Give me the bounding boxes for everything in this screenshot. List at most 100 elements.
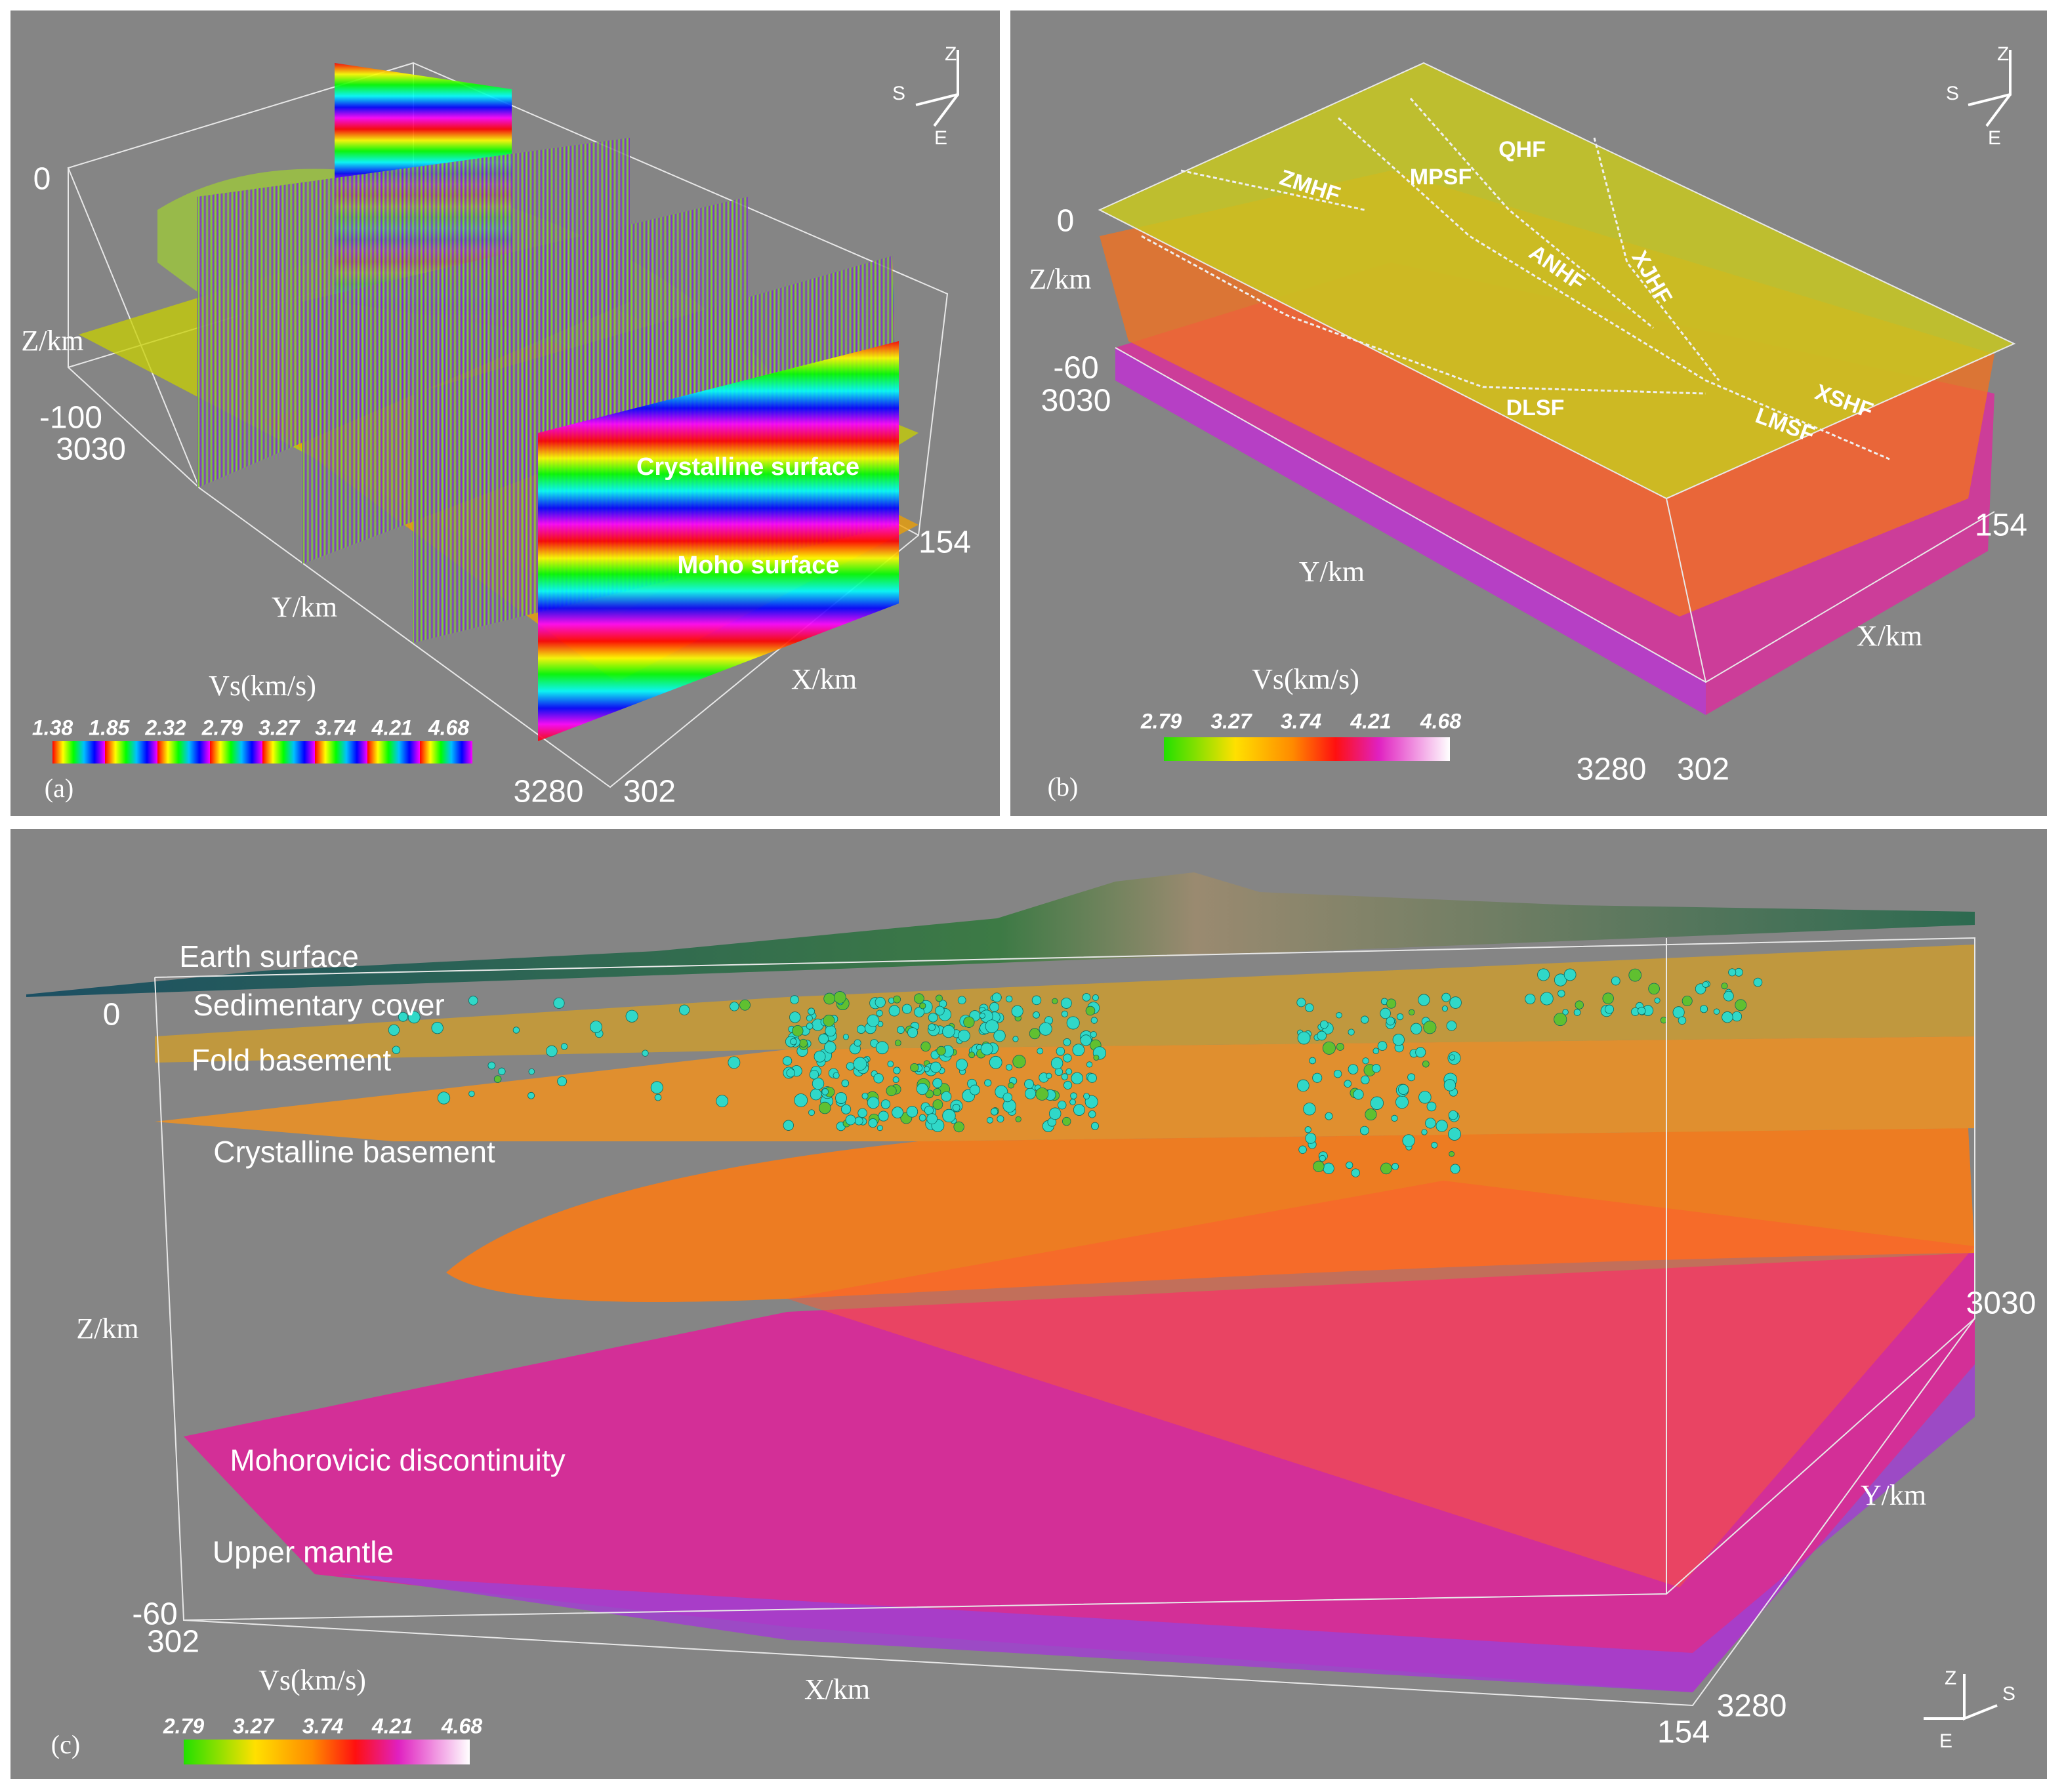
earthquake xyxy=(1082,993,1091,1002)
earthquake xyxy=(1359,1126,1369,1135)
y-tick: 3030 xyxy=(1966,1286,2036,1321)
earthquake xyxy=(942,1109,956,1123)
earthquake xyxy=(560,1043,568,1050)
earthquake xyxy=(1072,1044,1085,1057)
colorbar-tick-label: 2.79 xyxy=(1140,709,1182,733)
earthquake xyxy=(1035,1087,1049,1101)
earthquake xyxy=(782,1056,793,1066)
earthquake xyxy=(1554,1013,1567,1027)
fault-label: QHF xyxy=(1498,137,1546,162)
earthquake xyxy=(1735,999,1747,1011)
earthquake xyxy=(1391,1114,1398,1122)
earthquake xyxy=(431,1021,444,1034)
earthquake xyxy=(1086,1061,1093,1068)
earthquake xyxy=(1046,1072,1052,1079)
earthquake xyxy=(1540,992,1554,1006)
earthquake xyxy=(1678,1016,1687,1025)
earthquake xyxy=(1012,1036,1019,1042)
y-tick: 3030 xyxy=(1041,384,1111,418)
earthquake xyxy=(1575,1000,1584,1009)
y-tick: 3030 xyxy=(56,432,126,467)
earthquake xyxy=(953,1121,964,1133)
colorbar xyxy=(184,1740,470,1764)
earthquake xyxy=(1672,1006,1685,1019)
earthquake xyxy=(985,1019,999,1033)
earthquake xyxy=(1418,1091,1432,1104)
z-axis-label: Z/km xyxy=(1029,263,1091,295)
earthquake xyxy=(1063,1053,1072,1063)
earthquake xyxy=(1304,1126,1311,1133)
earthquake xyxy=(1093,1054,1100,1061)
colorbar-tick-label: 4.68 xyxy=(1420,709,1461,733)
earthquake xyxy=(1322,1041,1336,1055)
earthquake xyxy=(730,1002,739,1011)
earthquake xyxy=(437,1091,451,1105)
earthquake xyxy=(857,1108,867,1118)
colorbar-tick-label: 3.74 xyxy=(315,716,356,739)
earthquake xyxy=(1296,998,1306,1008)
earthquake xyxy=(1422,1060,1430,1068)
earthquake xyxy=(914,1007,925,1017)
earthquake xyxy=(1723,990,1734,1002)
x-tick: 154 xyxy=(918,525,971,560)
earthquake xyxy=(1408,1009,1415,1016)
earthquake xyxy=(833,1072,840,1079)
earthquake xyxy=(936,1046,946,1056)
earthquake xyxy=(887,1061,894,1067)
earthquake xyxy=(842,1034,850,1040)
x-tick: 302 xyxy=(623,775,676,809)
compass-label: E xyxy=(1939,1730,1952,1752)
earthquake xyxy=(1386,1017,1395,1026)
earthquake xyxy=(1344,1080,1352,1088)
earthquake xyxy=(835,1092,847,1104)
earthquake xyxy=(625,1009,638,1023)
z-axis-label: Z/km xyxy=(76,1313,138,1345)
surface-layer xyxy=(1100,63,2014,499)
earthquake xyxy=(1062,1116,1071,1126)
compass-arrows xyxy=(1968,50,2012,127)
earthquake xyxy=(512,1027,520,1034)
earthquake xyxy=(1713,1008,1720,1015)
earthquake xyxy=(990,1108,999,1116)
earthquake xyxy=(527,1091,535,1099)
earthquake xyxy=(1573,1009,1581,1016)
earthquake xyxy=(1319,1154,1326,1162)
earthquake xyxy=(1362,1057,1369,1065)
earthquake xyxy=(854,1116,863,1126)
layer-label: Sedimentary cover xyxy=(193,988,445,1022)
earthquake xyxy=(932,1078,943,1088)
earth-surface xyxy=(26,872,1975,997)
earthquake xyxy=(1410,1023,1422,1035)
earthquake xyxy=(818,1033,829,1044)
earthquake xyxy=(1060,998,1072,1009)
earthquake xyxy=(989,1055,1002,1069)
earthquake xyxy=(980,1042,993,1055)
earthquake xyxy=(1441,1006,1448,1012)
compass-label: S xyxy=(892,83,905,104)
earthquake xyxy=(642,1049,649,1057)
earthquake xyxy=(1061,1010,1068,1017)
x-tick: 302 xyxy=(147,1625,199,1660)
x-axis-label: X/km xyxy=(791,663,857,695)
earthquake xyxy=(1425,1118,1436,1129)
earthquake xyxy=(942,1025,955,1038)
earthquake xyxy=(1348,1064,1359,1074)
earthquake xyxy=(1015,1116,1022,1122)
earthquake xyxy=(546,1045,558,1057)
earthquake xyxy=(957,996,966,1005)
earthquake xyxy=(1325,1112,1333,1120)
compass-arrows xyxy=(1924,1674,1998,1721)
earthquake xyxy=(1648,983,1660,995)
earthquake xyxy=(928,1013,938,1023)
fault-traces xyxy=(1141,98,1890,460)
x-tick: 302 xyxy=(1677,752,1729,787)
earthquake xyxy=(914,993,924,1004)
earthquake xyxy=(1602,992,1614,1004)
earthquake xyxy=(806,1023,814,1030)
earthquake xyxy=(1305,1132,1317,1144)
earthquake xyxy=(979,1012,985,1019)
colorbar-tick-label: 4.21 xyxy=(1350,709,1391,733)
earthquake xyxy=(1056,1047,1065,1056)
y-axis-label: Y/km xyxy=(1299,556,1365,588)
earthquake xyxy=(821,1088,829,1095)
